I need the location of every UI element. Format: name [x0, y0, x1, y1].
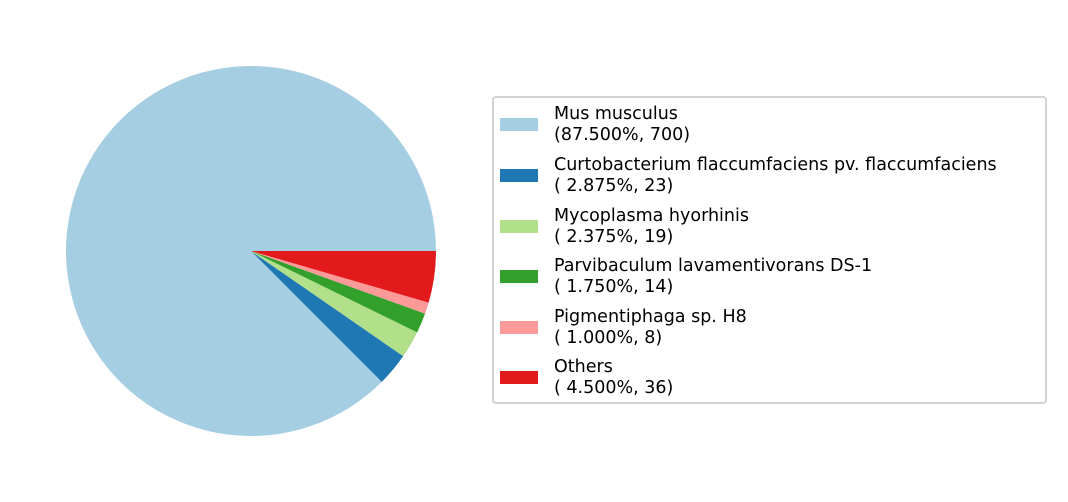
pie-slice-parvibaculum — [251, 251, 426, 333]
pie-slice-pigmentiphaga — [251, 251, 429, 314]
legend-value-mycoplasma: ( 2.375%, 19) — [554, 227, 674, 247]
pie-slice-others — [251, 251, 436, 303]
legend-value-mus-musculus: (87.500%, 700) — [554, 125, 691, 145]
legend-entry-mus-musculus: Mus musculus (87.500%, 700) — [500, 104, 1045, 150]
legend-swatch-curtobacterium — [500, 169, 538, 182]
legend-label-mycoplasma: Mycoplasma hyorhinis — [554, 206, 749, 226]
legend-label-curtobacterium: Curtobacterium flaccumfaciens pv. flaccu… — [554, 155, 997, 175]
legend-swatch-parvibaculum — [500, 270, 538, 283]
legend-swatch-others — [500, 371, 538, 384]
legend: Mus musculus (87.500%, 700) Curtobacteri… — [492, 96, 1047, 404]
legend-label-parvibaculum: Parvibaculum lavamentivorans DS-1 — [554, 256, 873, 276]
legend-entry-curtobacterium: Curtobacterium flaccumfaciens pv. flaccu… — [500, 155, 1045, 201]
legend-swatch-pigmentiphaga — [500, 321, 538, 334]
legend-swatch-mycoplasma — [500, 220, 538, 233]
legend-label-pigmentiphaga: Pigmentiphaga sp. H8 — [554, 307, 747, 327]
legend-label-mus-musculus: Mus musculus — [554, 104, 678, 124]
legend-value-curtobacterium: ( 2.875%, 23) — [554, 176, 674, 196]
legend-entry-mycoplasma: Mycoplasma hyorhinis ( 2.375%, 19) — [500, 206, 1045, 252]
legend-entry-others: Others ( 4.500%, 36) — [500, 357, 1045, 403]
legend-entry-pigmentiphaga: Pigmentiphaga sp. H8 ( 1.000%, 8) — [500, 307, 1045, 353]
legend-entry-parvibaculum: Parvibaculum lavamentivorans DS-1 ( 1.75… — [500, 256, 1045, 302]
legend-label-others: Others — [554, 357, 613, 377]
legend-value-pigmentiphaga: ( 1.000%, 8) — [554, 328, 663, 348]
legend-value-parvibaculum: ( 1.750%, 14) — [554, 277, 674, 297]
pie-slice-mycoplasma — [251, 251, 418, 357]
legend-swatch-mus-musculus — [500, 118, 538, 131]
pie-slice-curtobacterium — [251, 251, 404, 382]
pie-slices — [66, 65, 436, 437]
legend-value-others: ( 4.500%, 36) — [554, 378, 674, 398]
